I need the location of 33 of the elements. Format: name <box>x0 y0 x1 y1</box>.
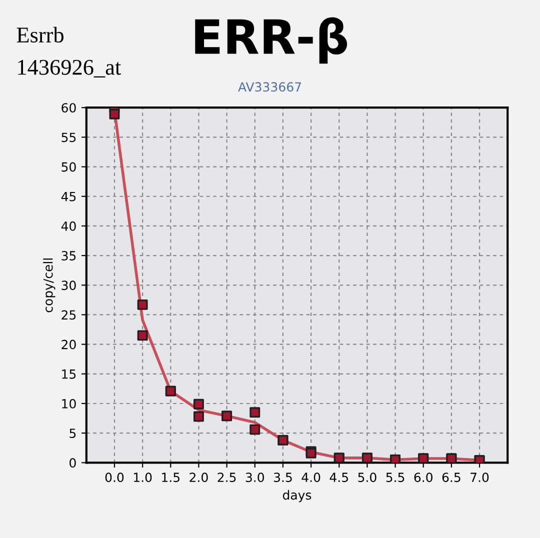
x-tick-label: 5.5 <box>386 472 404 482</box>
x-tick-label: 3.0 <box>246 472 264 482</box>
x-tick-label: 0.0 <box>105 472 124 482</box>
y-tick-label: 25 <box>62 310 76 320</box>
y-tick-label: 5 <box>70 428 76 438</box>
y-tick-label: 10 <box>62 398 76 408</box>
y-tick-label: 60 <box>62 103 76 113</box>
x-tick-label: 6.5 <box>442 472 460 482</box>
y-tick-label: 50 <box>62 162 76 172</box>
y-tick-label: 55 <box>62 132 76 142</box>
x-tick-label: 3.5 <box>274 472 292 482</box>
x-tick-label: 1.5 <box>162 472 180 482</box>
y-tick-label: 40 <box>61 221 76 231</box>
y-tick-label: 45 <box>61 192 76 202</box>
y-axis-title: copy/cell <box>43 258 56 312</box>
text: 1436926_at <box>18 60 121 78</box>
x-tick-label: 5.0 <box>358 472 376 482</box>
x-tick-label: 7.0 <box>470 472 489 482</box>
y-tick-label: 30 <box>62 280 76 290</box>
y-tick-label: 15 <box>62 370 76 379</box>
text: Esrrb <box>16 26 64 43</box>
y-tick-label: 20 <box>62 340 76 350</box>
x-tick-label: 1.0 <box>134 472 152 482</box>
x-tick-label: 6.0 <box>414 472 432 482</box>
x-tick-label: 4.5 <box>330 472 348 482</box>
chart-title: ERR-β <box>195 17 348 64</box>
chart-subtitle: AV333667 <box>238 82 301 92</box>
x-tick-label: 2.0 <box>190 472 208 482</box>
y-tick-label: 35 <box>62 251 76 260</box>
y-tick-label: 0 <box>70 458 76 468</box>
x-tick-label: 4.0 <box>302 472 320 482</box>
x-tick-label: 2.5 <box>218 472 236 482</box>
x-axis-title: days <box>282 490 312 502</box>
